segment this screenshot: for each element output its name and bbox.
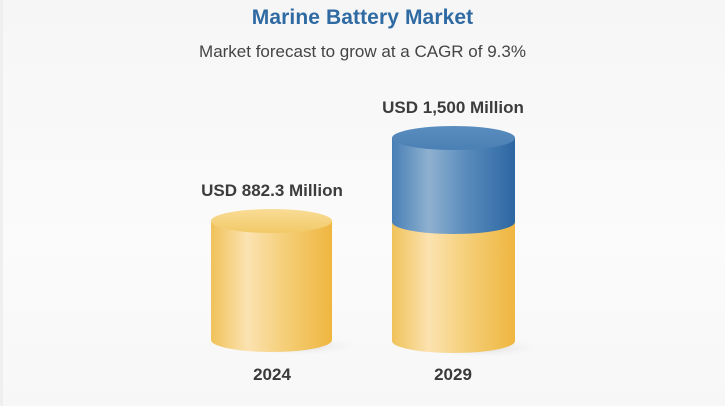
x-tick-2024: 2024 (253, 365, 291, 384)
base-segment (391, 222, 515, 353)
bar-2024 (211, 209, 360, 356)
x-tick-2029: 2029 (434, 365, 472, 384)
value-label-2029: USD 1,500 Million (382, 98, 524, 117)
cylinder-top (392, 126, 515, 150)
chart-title: Marine Battery Market (251, 6, 474, 29)
bar-2029 (391, 126, 544, 358)
base-segment (211, 221, 332, 352)
value-label-2024: USD 882.3 Million (201, 181, 343, 200)
cylinder-top (211, 209, 332, 233)
left-border (0, 0, 3, 406)
chart-subtitle: Market forecast to grow at a CAGR of 9.3… (199, 42, 526, 61)
growth-segment (391, 138, 515, 234)
